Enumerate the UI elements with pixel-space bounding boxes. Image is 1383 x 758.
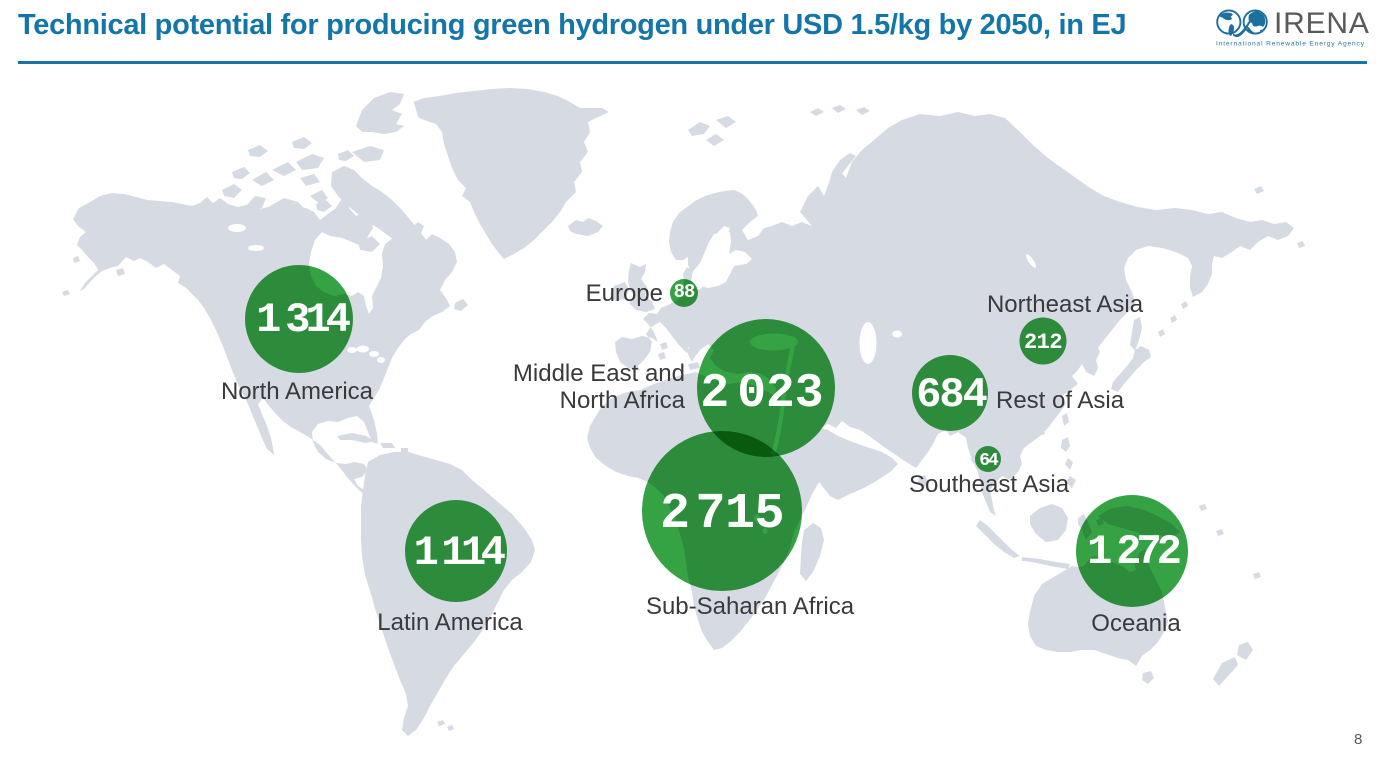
svg-text:684: 684	[916, 371, 986, 419]
svg-text:North Africa: North Africa	[560, 387, 686, 414]
svg-text:88: 88	[674, 281, 695, 303]
svg-text:IRENA: IRENA	[1274, 7, 1370, 40]
svg-text:Southeast Asia: Southeast Asia	[909, 471, 1070, 498]
svg-text:Oceania: Oceania	[1091, 610, 1181, 637]
svg-text:Northeast Asia: Northeast Asia	[987, 291, 1144, 318]
svg-text:International Renewable Energy: International Renewable Energy Agency	[1216, 41, 1365, 48]
svg-text:Europe: Europe	[586, 280, 663, 307]
svg-text:Rest of Asia: Rest of Asia	[996, 387, 1125, 414]
svg-text:Sub-Saharan Africa: Sub-Saharan Africa	[646, 593, 855, 620]
svg-text:Middle East and: Middle East and	[513, 360, 685, 387]
svg-text:64: 64	[979, 451, 999, 471]
svg-text:North America: North America	[221, 378, 374, 405]
svg-text:Latin America: Latin America	[377, 609, 523, 636]
svg-text:212: 212	[1024, 330, 1062, 355]
